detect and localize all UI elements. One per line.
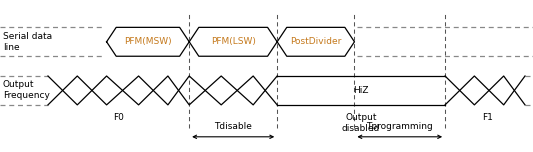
Text: PostDivider: PostDivider — [290, 37, 342, 46]
Text: Tprogramming: Tprogramming — [366, 122, 433, 131]
Text: F1: F1 — [482, 113, 493, 122]
Text: HiZ: HiZ — [353, 86, 369, 95]
Text: Output
disabled: Output disabled — [342, 113, 380, 133]
Polygon shape — [189, 27, 277, 56]
Polygon shape — [107, 27, 189, 56]
Text: PFM(MSW): PFM(MSW) — [124, 37, 172, 46]
Polygon shape — [277, 27, 354, 56]
Text: Output
Frequency: Output Frequency — [3, 80, 50, 100]
Text: Tdisable: Tdisable — [214, 122, 252, 131]
Text: PFM(LSW): PFM(LSW) — [211, 37, 256, 46]
Text: Serial data
line: Serial data line — [3, 32, 52, 52]
Text: F0: F0 — [113, 113, 124, 122]
